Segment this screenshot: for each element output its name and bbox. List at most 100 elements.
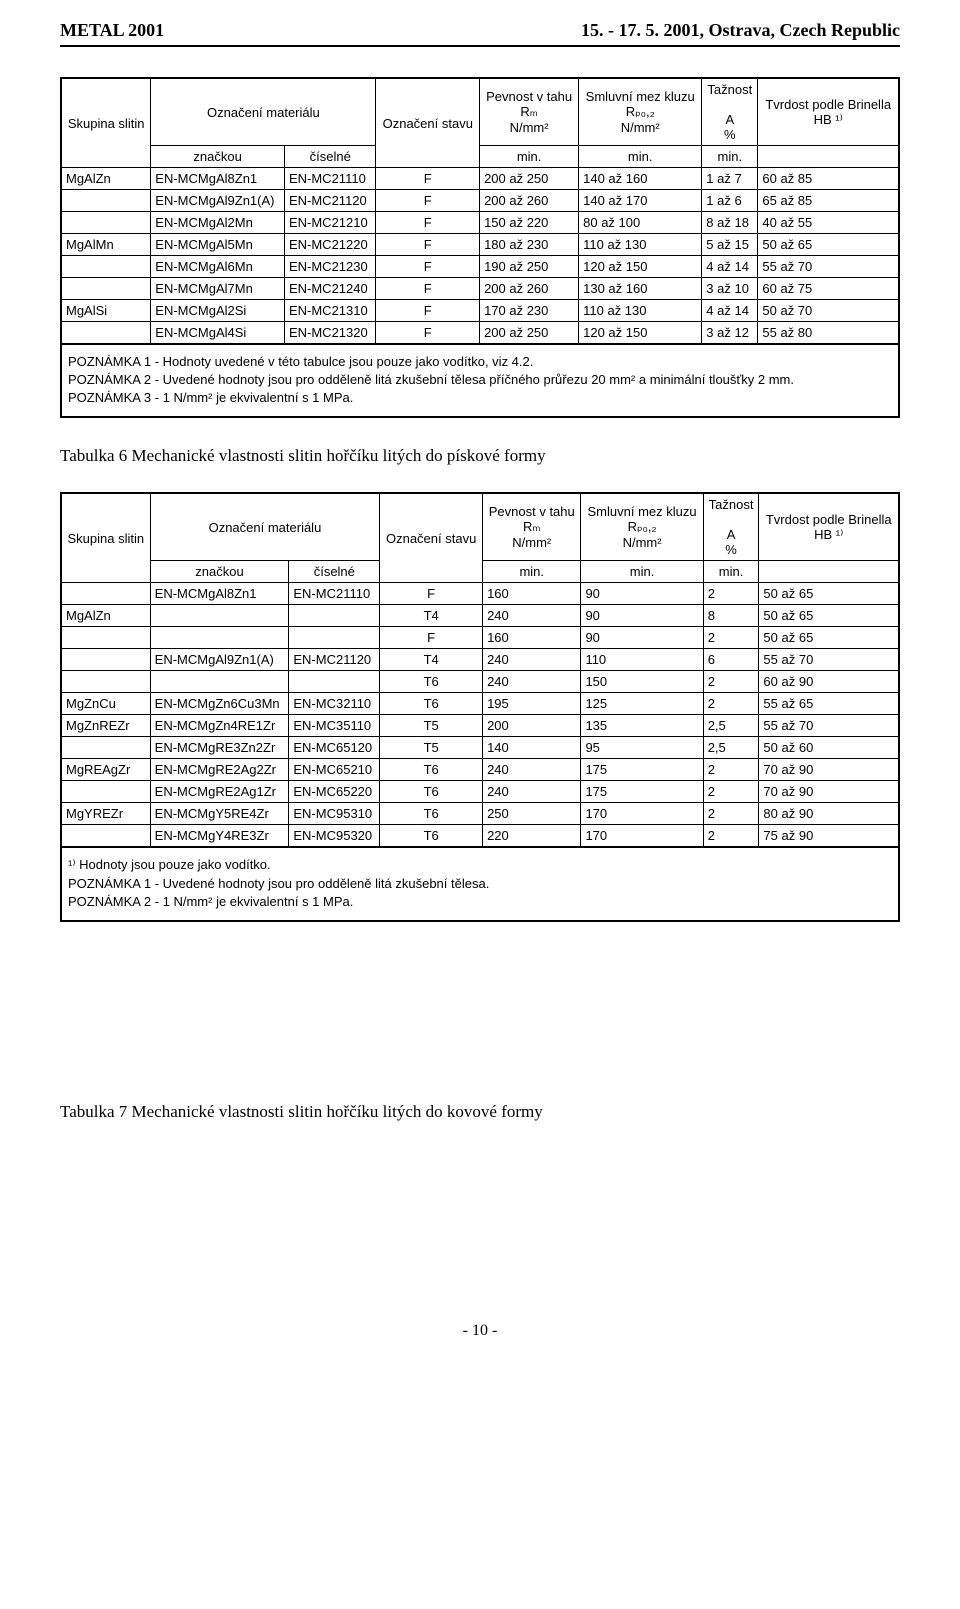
header-rule [60,45,900,47]
table-cell: MgAlMn [61,234,151,256]
table-cell: 200 až 260 [480,190,579,212]
t1-h-min2: min. [579,146,702,168]
t1-h-material: Označení materiálu [151,78,376,146]
table-cell: EN-MCMgAl2Mn [151,212,285,234]
caption-table-7: Tabulka 7 Mechanické vlastnosti slitin h… [60,1102,900,1122]
table-cell: 250 [483,803,581,825]
table-row: EN-MCMgAl4SiEN-MC21320F200 až 250120 až … [61,322,899,345]
table-2: Skupina slitin Označení materiálu Označe… [60,492,900,848]
table-cell: 2 [703,825,759,848]
table-cell: 120 až 150 [579,322,702,345]
t2-h-rp-s: Rₚ₀,₂ [585,519,698,535]
t1-h-a-t: Tažnost [706,82,753,97]
t1-h-rm-s: Rₘ [484,104,574,120]
table-row: EN-MCMgRE2Ag1ZrEN-MC65220T6240175270 až … [61,781,899,803]
table-cell: 3 až 10 [702,278,758,300]
header-right: 15. - 17. 5. 2001, Ostrava, Czech Republ… [581,20,900,41]
table-cell: EN-MC21320 [284,322,376,345]
table-cell: EN-MC21110 [289,583,380,605]
table-cell: EN-MCMgAl2Si [151,300,285,322]
table-cell [61,583,150,605]
table-cell: EN-MCMgY4RE3Zr [150,825,289,848]
table-cell: T6 [380,781,483,803]
table-cell: 110 až 130 [579,234,702,256]
table-cell: F [376,256,480,278]
table-row: EN-MCMgAl9Zn1(A)EN-MC21120T4240110655 až… [61,649,899,671]
table-cell: EN-MCMgAl8Zn1 [151,168,285,190]
table-cell: 140 [483,737,581,759]
table-cell: 3 až 12 [702,322,758,345]
table-cell: EN-MCMgAl7Mn [151,278,285,300]
table-row: MgZnREZrEN-MCMgZn4RE1ZrEN-MC35110T520013… [61,715,899,737]
table-cell: MgAlSi [61,300,151,322]
t2-note-1: POZNÁMKA 1 - Uvedené hodnoty jsou pro od… [68,876,892,891]
table-cell: 200 až 250 [480,322,579,345]
table-cell: 120 až 150 [579,256,702,278]
t2-h-a-t: Tažnost [708,497,755,512]
page-header: METAL 2001 15. - 17. 5. 2001, Ostrava, C… [60,20,900,41]
t1-h-rm: Pevnost v tahu Rₘ N/mm² [480,78,579,146]
table-cell: 50 až 65 [759,605,899,627]
table-cell: 8 [703,605,759,627]
table-2-notes: ¹⁾ Hodnoty jsou pouze jako vodítko. POZN… [60,848,900,922]
table-cell: 50 až 65 [759,627,899,649]
table-cell: EN-MC65210 [289,759,380,781]
table-cell: 190 až 250 [480,256,579,278]
table-cell: EN-MC21210 [284,212,376,234]
table-cell [150,605,289,627]
t1-note-1: POZNÁMKA 1 - Hodnoty uvedené v této tabu… [68,354,892,369]
table-cell: 2,5 [703,715,759,737]
table-cell: EN-MC21230 [284,256,376,278]
table-cell: 170 až 230 [480,300,579,322]
table-cell: 240 [483,671,581,693]
t2-h-hb2 [759,561,899,583]
table-cell: 110 až 130 [579,300,702,322]
table-row: MgZnCuEN-MCMgZn6Cu3MnEN-MC32110T61951252… [61,693,899,715]
table-cell: 200 až 250 [480,168,579,190]
table-cell: F [376,300,480,322]
t2-h-mark: značkou [150,561,289,583]
table-cell: 220 [483,825,581,848]
table-cell [61,781,150,803]
table-row: MgAlZnEN-MCMgAl8Zn1EN-MC21110F200 až 250… [61,168,899,190]
table-cell: F [380,627,483,649]
table-cell: 175 [581,781,703,803]
table-cell: F [376,212,480,234]
t2-h-min1: min. [483,561,581,583]
table-row: EN-MCMgY4RE3ZrEN-MC95320T6220170275 až 9… [61,825,899,848]
t2-h-a-s: A [708,527,755,542]
table-cell: T6 [380,671,483,693]
table-cell: 55 až 70 [759,649,899,671]
table-cell: 2 [703,693,759,715]
table-cell: 200 [483,715,581,737]
table-cell: 95 [581,737,703,759]
table-cell: 140 až 160 [579,168,702,190]
t2-h-hb-s: HB ¹⁾ [763,527,894,543]
table-cell [61,212,151,234]
table-cell: 240 [483,649,581,671]
table-cell: 80 až 90 [759,803,899,825]
table-cell: 150 [581,671,703,693]
t2-h-group: Skupina slitin [61,493,150,583]
table-cell: 240 [483,759,581,781]
table-row: MgREAgZrEN-MCMgRE2Ag2ZrEN-MC65210T624017… [61,759,899,781]
t2-h-a: Tažnost A % [703,493,759,561]
table-cell: EN-MCMgY5RE4Zr [150,803,289,825]
t1-h-rm-t: Pevnost v tahu [484,89,574,104]
t2-h-rp-u: N/mm² [585,535,698,550]
table-cell: EN-MC95320 [289,825,380,848]
t2-h-a-u: % [708,542,755,557]
table-cell: MgZnCu [61,693,150,715]
table-cell: EN-MCMgRE2Ag1Zr [150,781,289,803]
table-cell: 160 [483,627,581,649]
t2-h-rm-s: Rₘ [487,519,576,535]
table-cell: F [376,168,480,190]
t1-h-a-u: % [706,127,753,142]
t1-h-hb-s: HB ¹⁾ [762,112,894,128]
table-cell: F [376,322,480,345]
table-cell: EN-MCMgAl8Zn1 [150,583,289,605]
table-cell: 65 až 85 [758,190,899,212]
t2-h-rm: Pevnost v tahu Rₘ N/mm² [483,493,581,561]
table-cell: 170 [581,803,703,825]
table-cell: EN-MCMgAl9Zn1(A) [151,190,285,212]
